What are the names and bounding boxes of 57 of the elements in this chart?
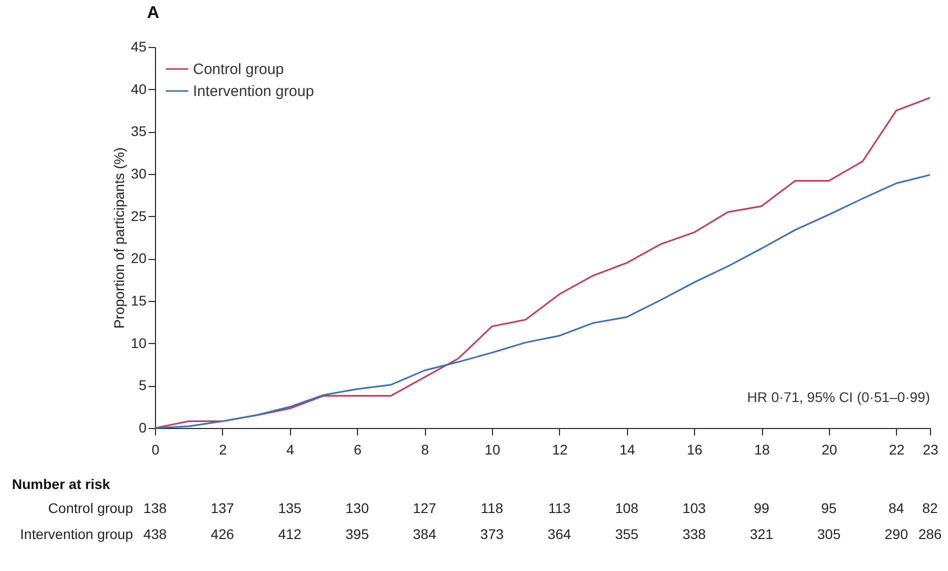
- text: 438: [143, 526, 167, 542]
- annotation: HR 0·71, 95% CI (0·51–0·99): [747, 389, 930, 405]
- x-tick-label: 23: [922, 442, 938, 458]
- y-tick-label: 30: [130, 166, 147, 182]
- text: 395: [345, 526, 370, 542]
- text: 108: [615, 500, 639, 516]
- x-tick-label: 12: [552, 442, 568, 458]
- y-tick-label: 10: [130, 334, 147, 351]
- y-tick-label: 15: [130, 292, 147, 308]
- x-tick-label: 0: [152, 442, 160, 458]
- y-tick-label: 25: [130, 208, 147, 224]
- text: 305: [817, 526, 841, 542]
- text: 103: [682, 500, 706, 516]
- y-tick-label: 35: [130, 123, 147, 140]
- x-tick-label: 8: [421, 442, 430, 458]
- y-tick-label: 40: [130, 80, 147, 97]
- text: Intervention group: [20, 526, 134, 542]
- text: 84: [888, 500, 904, 516]
- text: 426: [210, 526, 234, 542]
- x-tick-label: 22: [889, 442, 905, 458]
- text: 338: [682, 526, 706, 542]
- text: 321: [750, 526, 774, 542]
- text: 127: [412, 500, 436, 516]
- text: 137: [210, 500, 234, 516]
- text: 412: [278, 526, 302, 542]
- y-tick-label: 0: [138, 420, 147, 436]
- x-tick-label: 10: [484, 442, 500, 458]
- x-tick-label: 6: [354, 442, 362, 458]
- text: 118: [480, 500, 504, 516]
- y-axis-title: Proportion of participants (%): [110, 147, 127, 329]
- x-tick-label: 2: [218, 442, 227, 458]
- text: 95: [821, 500, 837, 516]
- text: Control group: [48, 500, 134, 516]
- text: 286: [918, 526, 942, 542]
- text: 373: [480, 526, 504, 542]
- legend-label: Control group: [193, 61, 284, 78]
- text: 82: [922, 500, 938, 516]
- x-tick-label: 14: [619, 442, 636, 458]
- text: 113: [548, 500, 571, 516]
- y-tick-label: 45: [130, 38, 147, 54]
- text: 364: [548, 526, 572, 542]
- x-tick-label: 16: [686, 442, 703, 458]
- x-tick-label: 18: [754, 442, 770, 458]
- text: 130: [345, 500, 370, 516]
- text: 290: [884, 526, 908, 542]
- x-tick-label: 4: [286, 442, 294, 458]
- legend-label: Intervention group: [193, 83, 314, 100]
- text: Number at risk: [12, 476, 110, 492]
- text: 138: [143, 500, 167, 516]
- text: 135: [278, 500, 302, 516]
- chart-title: A: [147, 3, 160, 22]
- text: 355: [615, 526, 639, 542]
- y-tick-label: 20: [130, 250, 147, 266]
- text: 99: [754, 500, 770, 516]
- y-tick-label: 5: [138, 377, 147, 394]
- x-tick-label: 20: [822, 442, 838, 458]
- text: 384: [412, 526, 436, 542]
